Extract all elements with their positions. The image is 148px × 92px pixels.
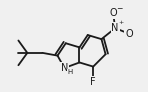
Text: O: O — [125, 29, 133, 39]
Text: +: + — [118, 20, 123, 25]
Text: −: − — [116, 4, 122, 13]
Text: N: N — [111, 23, 119, 33]
Text: H: H — [67, 69, 72, 75]
Text: F: F — [90, 77, 96, 87]
Text: N: N — [61, 63, 68, 73]
Text: O: O — [109, 8, 117, 18]
